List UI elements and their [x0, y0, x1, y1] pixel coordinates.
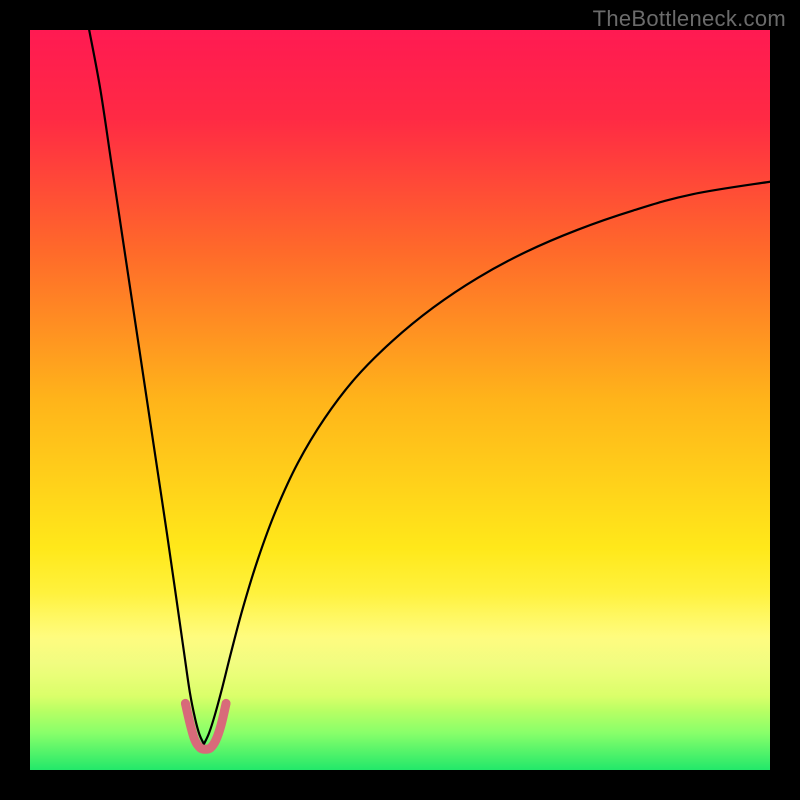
chart-container: TheBottleneck.com — [0, 0, 800, 800]
bottleneck-curve-chart — [30, 30, 770, 770]
plot-area — [30, 30, 770, 770]
watermark-text: TheBottleneck.com — [593, 6, 786, 32]
